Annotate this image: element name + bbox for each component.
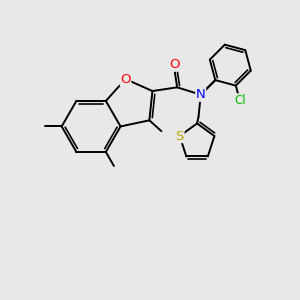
Text: O: O <box>169 58 179 71</box>
Text: Cl: Cl <box>234 94 246 107</box>
Text: O: O <box>120 73 131 85</box>
Text: S: S <box>176 130 184 142</box>
Text: N: N <box>196 88 206 101</box>
